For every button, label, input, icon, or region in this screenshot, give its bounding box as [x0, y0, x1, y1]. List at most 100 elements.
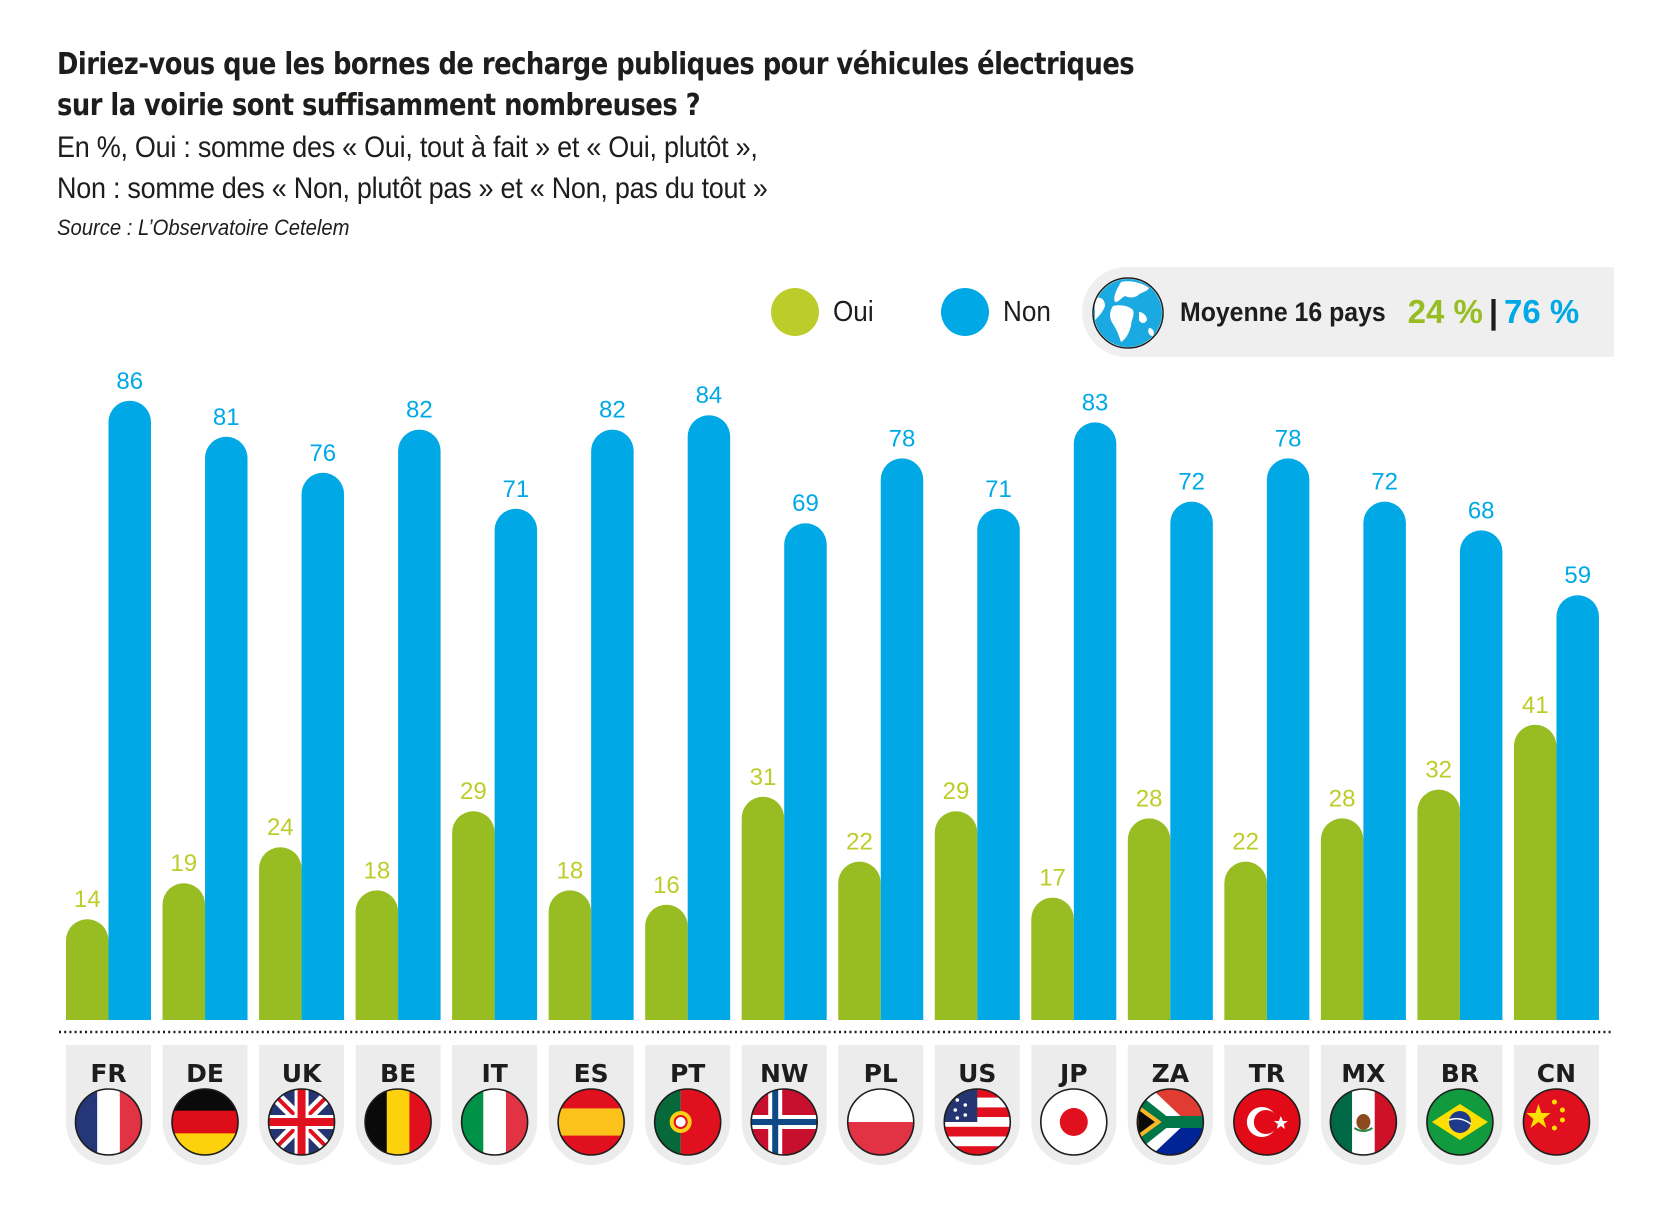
bar-oui-us: [934, 811, 978, 1020]
country-tile-jp: JP: [1031, 1045, 1117, 1165]
country-code-be: BE: [380, 1059, 416, 1088]
bar-oui-it: [452, 811, 495, 1020]
data-label-non-be: 82: [406, 397, 433, 424]
france-flag-icon: [74, 1088, 143, 1156]
bar-non-uk: [301, 472, 345, 1020]
country-code-fr: FR: [90, 1059, 126, 1088]
country-code-us: US: [958, 1059, 996, 1088]
title-line-1: Diriez-vous que les bornes de recharge p…: [57, 47, 1135, 82]
legend-label-non: Non: [1003, 295, 1051, 328]
data-label-non-de: 81: [213, 404, 240, 431]
portugal-flag-icon: [653, 1088, 722, 1156]
usa-flag-icon: [943, 1088, 1012, 1156]
bar-oui-cn: [1513, 724, 1557, 1020]
legend-label-oui: Oui: [833, 295, 874, 328]
bar-group-za: 28 72: [1127, 469, 1213, 1021]
bar-oui-jp: [1031, 897, 1074, 1020]
source-note: Source : L’Observatoire Cetelem: [57, 215, 350, 240]
data-label-non-cn: 59: [1564, 562, 1591, 589]
country-tile-br: BR: [1417, 1045, 1503, 1165]
country-code-tr: TR: [1249, 1059, 1285, 1088]
country-code-it: IT: [481, 1059, 507, 1088]
belgium-flag-icon: [364, 1088, 432, 1156]
china-flag-icon: [1522, 1088, 1591, 1156]
data-label-non-it: 71: [503, 476, 530, 503]
bar-oui-be: [355, 890, 399, 1020]
bar-oui-za: [1127, 818, 1171, 1020]
country-tile-be: BE: [355, 1045, 441, 1165]
bar-non-pl: [880, 458, 924, 1020]
country-code-nw: NW: [760, 1059, 809, 1088]
bar-oui-pl: [838, 861, 881, 1020]
country-code-za: ZA: [1152, 1059, 1190, 1088]
data-label-non-pt: 84: [696, 382, 723, 409]
country-tile-uk: UK: [259, 1045, 345, 1165]
country-tile-us: US: [934, 1045, 1020, 1165]
mexico-flag-icon: [1329, 1088, 1398, 1156]
bar-group-uk: 24 76: [259, 440, 345, 1020]
data-label-oui-uk: 24: [267, 814, 294, 841]
country-tile-it: IT: [452, 1045, 538, 1165]
south-africa-flag-icon: [1136, 1088, 1205, 1156]
legend-item-non: Non: [941, 288, 1056, 336]
italy-flag-icon: [460, 1088, 529, 1156]
turkey-flag-icon: [1233, 1088, 1301, 1156]
data-label-oui-pl: 22: [846, 829, 873, 856]
data-label-non-mx: 72: [1371, 469, 1398, 496]
country-tile-za: ZA: [1127, 1045, 1213, 1165]
bar-group-tr: 22 78: [1224, 425, 1310, 1020]
data-label-oui-mx: 28: [1329, 785, 1356, 812]
data-label-non-uk: 76: [309, 440, 336, 467]
title-line-2: sur la voirie sont suffisamment nombreus…: [57, 88, 701, 123]
bar-group-cn: 41 59: [1513, 562, 1599, 1020]
data-label-non-fr: 86: [116, 368, 143, 395]
country-tile-es: ES: [548, 1045, 634, 1165]
data-label-non-es: 82: [599, 397, 626, 424]
data-label-oui-cn: 41: [1522, 692, 1549, 719]
country-code-pl: PL: [864, 1059, 898, 1088]
data-label-oui-br: 32: [1425, 757, 1452, 784]
chart-title: Diriez-vous que les bornes de recharge p…: [57, 44, 1287, 126]
subtitle-line-1: En %, Oui : somme des « Oui, tout à fait…: [57, 131, 758, 164]
bar-non-de: [205, 436, 248, 1020]
data-label-oui-pt: 16: [653, 872, 680, 899]
bar-oui-tr: [1224, 861, 1267, 1020]
bar-oui-fr: [66, 919, 109, 1020]
country-tile-pt: PT: [645, 1045, 731, 1165]
bar-non-be: [398, 429, 441, 1021]
country-code-pt: PT: [670, 1059, 705, 1088]
bar-group-mx: 28 72: [1320, 469, 1406, 1021]
data-label-non-br: 68: [1468, 497, 1495, 524]
brazil-flag-icon: [1426, 1088, 1494, 1156]
country-code-de: DE: [186, 1059, 224, 1088]
bar-non-fr: [108, 400, 151, 1020]
average-text: Moyenne 16 pays 24 % | 76 %: [1180, 267, 1579, 357]
data-label-oui-es: 18: [557, 857, 584, 884]
legend-item-oui: Oui: [771, 288, 878, 336]
data-label-oui-be: 18: [363, 857, 390, 884]
country-tile-cn: CN: [1513, 1045, 1599, 1165]
country-code-cn: CN: [1537, 1059, 1576, 1088]
average-non-value: 76 %: [1504, 293, 1580, 330]
bar-non-nw: [784, 523, 827, 1020]
bar-oui-br: [1417, 789, 1460, 1020]
bar-oui-uk: [259, 847, 302, 1020]
uk-flag-icon: [267, 1088, 336, 1156]
bar-group-br: 32 68: [1417, 497, 1503, 1020]
data-label-oui-nw: 31: [750, 764, 777, 791]
norway-flag-icon: [750, 1088, 819, 1156]
bar-non-za: [1170, 501, 1213, 1021]
country-code-mx: MX: [1341, 1059, 1385, 1088]
country-tile-mx: MX: [1320, 1045, 1406, 1165]
average-box: Moyenne 16 pays 24 % | 76 %: [1082, 267, 1614, 357]
bar-non-it: [494, 508, 538, 1020]
country-code-br: BR: [1441, 1059, 1479, 1088]
bar-group-it: 29 71: [452, 476, 538, 1020]
country-code-es: ES: [574, 1059, 609, 1088]
average-separator: |: [1488, 293, 1499, 330]
